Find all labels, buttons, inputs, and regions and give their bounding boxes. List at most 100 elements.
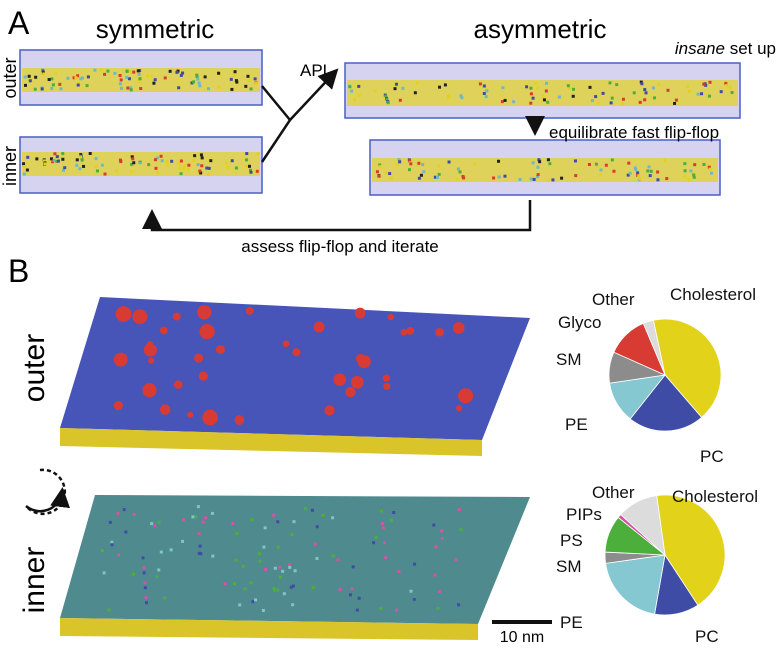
lipid — [192, 80, 196, 84]
lipid — [730, 90, 734, 94]
pie-label: PIPs — [566, 505, 602, 524]
lipid — [626, 173, 630, 177]
lipid — [155, 171, 159, 175]
lipid — [407, 168, 411, 172]
lipid — [378, 165, 382, 169]
lipid — [707, 165, 711, 169]
heading: symmetric — [96, 14, 214, 44]
lipid — [394, 82, 398, 86]
lipid — [518, 177, 522, 181]
lipid — [696, 92, 700, 96]
lipid — [54, 71, 58, 75]
lipid — [122, 508, 126, 512]
lipid — [437, 164, 441, 168]
glycolipid — [382, 374, 390, 382]
lipid — [598, 173, 602, 177]
panel-label: B — [8, 253, 29, 289]
lipid — [373, 89, 377, 93]
lipid — [76, 83, 80, 87]
lipid — [125, 75, 129, 79]
lipid — [262, 545, 266, 549]
lipid — [409, 589, 413, 593]
lipid — [590, 99, 594, 103]
lipid — [397, 570, 401, 574]
lipid — [49, 157, 53, 161]
lipid — [612, 169, 616, 173]
lipid — [110, 543, 114, 547]
lipid — [181, 71, 185, 75]
lipid — [700, 92, 704, 96]
lipid — [63, 166, 67, 170]
lipid — [253, 77, 257, 81]
lipid — [377, 174, 381, 178]
lipid — [144, 596, 148, 600]
rotate-arrow — [25, 468, 67, 516]
lipid — [704, 83, 708, 87]
lipid — [258, 559, 262, 563]
lipid — [291, 603, 295, 607]
lipid — [178, 166, 182, 170]
lipid — [155, 575, 159, 579]
lipid — [433, 175, 437, 179]
lipid — [108, 520, 112, 524]
lipid — [74, 76, 78, 80]
lipid — [76, 74, 80, 78]
lipid — [229, 77, 233, 81]
lipid — [436, 175, 440, 179]
lipid — [644, 91, 648, 95]
lipid — [573, 159, 577, 163]
lipid — [443, 83, 447, 87]
lipid — [117, 553, 121, 557]
lipid — [244, 164, 248, 168]
lipid — [42, 72, 46, 76]
lipid — [500, 100, 504, 104]
lipid — [264, 567, 268, 571]
pie-label: Cholesterol — [670, 285, 756, 304]
pie-label: Cholesterol — [672, 487, 758, 506]
lipid — [165, 160, 169, 164]
lipid — [234, 166, 238, 170]
pie-label: PE — [565, 415, 588, 434]
leaflet-label: inner — [18, 547, 51, 614]
glycolipid — [350, 375, 364, 389]
lipid — [682, 174, 686, 178]
lipid — [375, 170, 379, 174]
lipid — [207, 172, 211, 176]
glycolipid — [234, 415, 245, 425]
lipid — [352, 98, 356, 102]
glycolipid — [197, 305, 212, 320]
lipid — [152, 81, 156, 85]
lipid — [34, 75, 38, 79]
lipid — [201, 520, 205, 524]
lipid — [529, 92, 533, 96]
lipid — [357, 94, 361, 98]
lipid — [434, 545, 438, 549]
lipid — [497, 175, 501, 179]
lipid — [43, 162, 47, 166]
lipid — [459, 94, 463, 98]
lipid — [256, 152, 260, 156]
lipid — [186, 168, 190, 172]
lipid — [438, 85, 442, 89]
lipid — [47, 78, 51, 82]
lipid — [437, 172, 441, 176]
lipid — [604, 163, 608, 167]
lipid — [462, 176, 466, 180]
lipid — [651, 86, 655, 90]
lipid — [203, 75, 207, 79]
pie-slice — [629, 374, 703, 432]
lipid — [132, 70, 136, 74]
lipid — [398, 160, 402, 164]
lipid — [198, 544, 202, 548]
lipid — [657, 83, 661, 87]
lipid — [150, 522, 154, 526]
lipid — [656, 178, 660, 182]
leaflet-label: outer — [0, 57, 20, 98]
lipid — [458, 170, 462, 174]
lipid — [551, 178, 555, 182]
lipid — [482, 91, 486, 95]
lipid — [594, 162, 598, 166]
lipid — [110, 540, 114, 544]
lipid — [25, 168, 29, 172]
lipid — [653, 96, 657, 100]
